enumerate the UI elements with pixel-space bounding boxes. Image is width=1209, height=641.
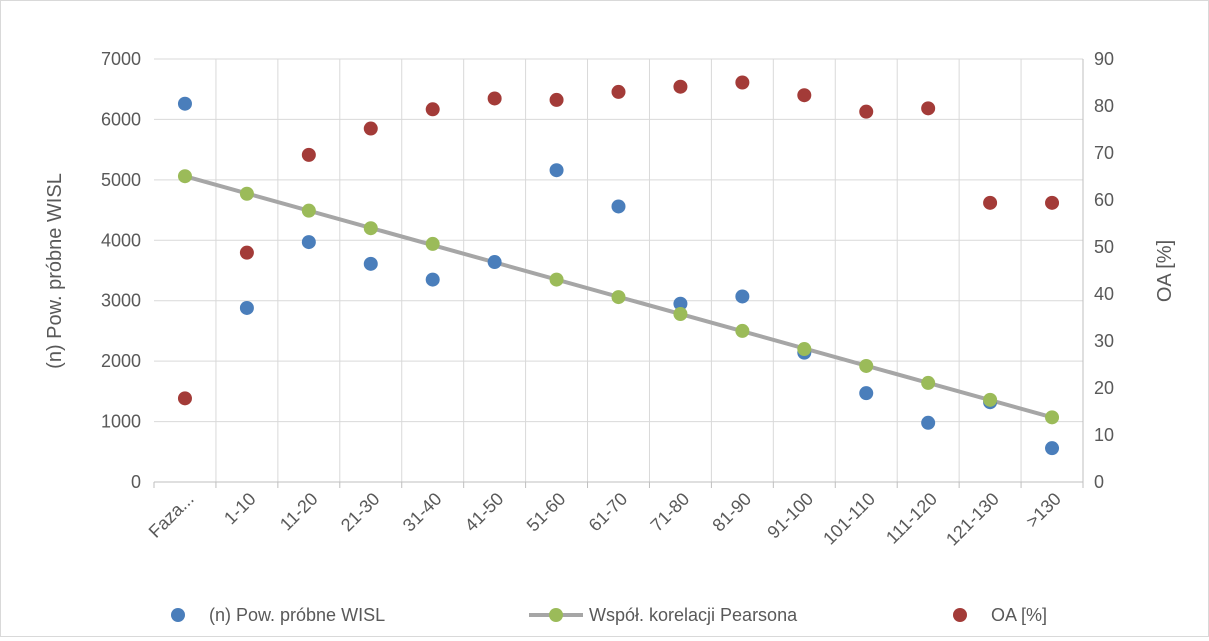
x-axis: Faza... 1-10 11-20 21-30 31-40 41-50 51-60 61-7… (145, 481, 1084, 550)
y-tick-label: 6000 (101, 109, 141, 129)
point-series2 (301, 147, 316, 162)
y-tick-label: 1000 (101, 412, 141, 432)
x-tick-label: 51-60 (523, 489, 570, 536)
point-series0 (859, 386, 874, 401)
y-tick-label: 0 (131, 472, 141, 492)
x-tick-label: 121-130 (942, 489, 1003, 550)
point-series0 (177, 96, 192, 111)
point-series1 (363, 221, 378, 236)
y-tick-label: 3000 (101, 291, 141, 311)
x-tick-label: 31-40 (399, 489, 446, 536)
point-series0 (549, 163, 564, 178)
series-layer (177, 75, 1060, 456)
y2-tick-label: 90 (1094, 49, 1114, 69)
point-series2 (363, 121, 378, 136)
x-tick-label: 21-30 (337, 489, 384, 536)
y2-tick-label: 70 (1094, 143, 1114, 163)
point-series2 (859, 104, 874, 119)
point-series0 (239, 300, 254, 315)
y-axis-title: (n) Pow. próbne WISL (44, 173, 66, 369)
point-series0 (611, 199, 626, 214)
point-series0 (487, 255, 502, 270)
gridlines (154, 58, 1083, 482)
point-series2 (425, 102, 440, 117)
y2-tick-label: 20 (1094, 378, 1114, 398)
y2-tick-label: 80 (1094, 96, 1114, 116)
point-series1 (301, 203, 316, 218)
y2-tick-label: 60 (1094, 190, 1114, 210)
point-series0 (735, 289, 750, 304)
point-series1 (549, 272, 564, 287)
point-series0 (301, 235, 316, 250)
point-series0 (921, 415, 936, 430)
point-series2 (1045, 195, 1060, 210)
y2-tick-label: 30 (1094, 331, 1114, 351)
y-tick-label: 5000 (101, 170, 141, 190)
point-series1 (425, 236, 440, 251)
legend-marker-swatch (549, 608, 563, 622)
point-series2 (239, 245, 254, 260)
legend-label: Współ. korelacji Pearsona (589, 605, 798, 625)
legend-marker-swatch (953, 608, 967, 622)
point-series1 (1045, 410, 1060, 425)
point-series1 (921, 375, 936, 390)
x-tick-label: 11-20 (276, 489, 322, 535)
x-tick-label: 81-90 (708, 489, 755, 536)
point-series2 (611, 84, 626, 99)
point-series2 (983, 195, 998, 210)
legend: (n) Pow. próbne WISL Współ. korelacji Pea… (171, 605, 1047, 625)
point-series2 (797, 88, 812, 103)
point-series2 (673, 79, 688, 94)
x-tick-label: 91-100 (763, 489, 817, 543)
x-tick-label: >130 (1022, 489, 1065, 532)
point-series1 (797, 342, 812, 357)
point-series1 (611, 290, 626, 305)
y-tick-label: 4000 (101, 230, 141, 250)
x-tick-label: Faza... (145, 489, 198, 542)
point-series2 (487, 91, 502, 106)
point-series0 (673, 296, 688, 311)
y2-tick-label: 0 (1094, 472, 1104, 492)
point-series1 (239, 186, 254, 201)
x-tick-label: 71-80 (647, 489, 694, 536)
y2-tick-label: 10 (1094, 425, 1114, 445)
point-series0 (425, 272, 440, 287)
y2-axis-title: OA [%] (1154, 240, 1176, 302)
point-series2 (177, 391, 192, 406)
x-tick-label: 101-110 (819, 489, 879, 549)
y-tick-label: 7000 (101, 49, 141, 69)
point-series1 (673, 307, 688, 322)
point-series2 (921, 101, 936, 116)
y-axis-left: 0 1000 2000 3000 4000 5000 6000 7000 (101, 49, 141, 492)
point-series1 (859, 358, 874, 373)
y-tick-label: 2000 (101, 351, 141, 371)
point-series1 (983, 392, 998, 407)
x-tick-label: 111-120 (882, 489, 941, 548)
point-series0 (1045, 441, 1060, 456)
legend-marker-swatch (171, 608, 185, 622)
y2-tick-label: 50 (1094, 237, 1114, 257)
point-series2 (549, 92, 564, 107)
x-tick-label: 61-70 (585, 489, 632, 536)
y2-tick-label: 40 (1094, 284, 1114, 304)
y-axis-right: 0 10 20 30 40 50 60 70 80 90 (1082, 49, 1114, 492)
point-series1 (177, 169, 192, 184)
legend-label: OA [%] (991, 605, 1047, 625)
legend-label: (n) Pow. próbne WISL (209, 605, 385, 625)
point-series1 (735, 323, 750, 338)
x-tick-label: 1-10 (220, 489, 260, 529)
point-series0 (363, 256, 378, 271)
x-tick-label: 41-50 (461, 489, 508, 536)
point-series2 (735, 75, 750, 90)
